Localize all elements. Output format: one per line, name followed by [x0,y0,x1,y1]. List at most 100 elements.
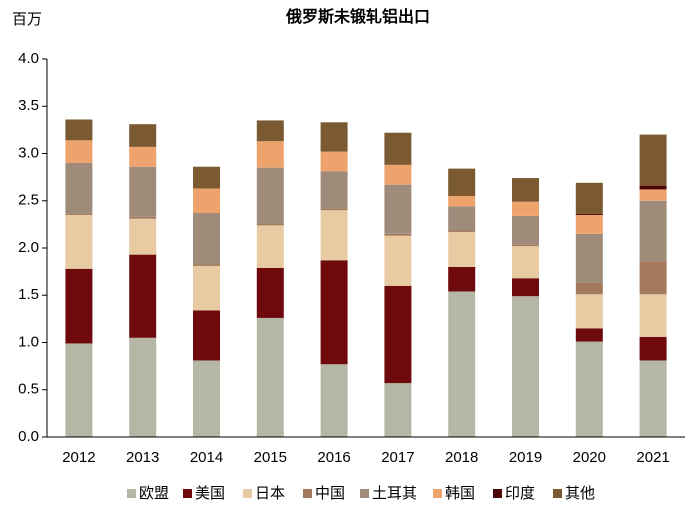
legend-swatch [243,489,252,498]
bar-segment [65,162,93,214]
x-tick-label: 2012 [62,449,95,466]
bar-segment [575,341,603,437]
bar-segment [512,244,539,247]
bar-segment [384,164,412,185]
bar-segment [256,267,284,318]
bar-segment [129,218,157,255]
legend-label: 土耳其 [372,485,417,502]
bar-segment [320,364,348,437]
y-axis-label: 百万 [12,11,42,28]
bar-segment [512,201,539,216]
y-tick-label: 2.5 [18,192,39,209]
x-tick-label: 2015 [254,449,287,466]
x-tick-label: 2020 [573,449,606,466]
bar-segment [320,260,348,365]
legend-label: 印度 [505,485,535,502]
bar-segment [129,337,157,437]
legend-label: 美国 [195,485,225,502]
bar-segment [448,168,476,197]
bar-segment [384,383,412,437]
bar-segment [65,119,93,141]
y-tick-label: 1.0 [18,333,39,350]
legend-swatch [493,489,502,498]
bar-segment [384,233,412,236]
legend-swatch [127,489,136,498]
bar-segment [129,166,157,217]
legend-swatch [553,489,562,498]
bar-segment [512,278,539,297]
legend-label: 中国 [315,485,345,502]
bar-segment [639,200,667,262]
legend-label: 日本 [255,485,285,502]
x-tick-label: 2021 [636,449,669,466]
bar-segment [575,213,603,215]
y-tick-label: 3.0 [18,144,39,161]
x-tick-label: 2017 [381,449,414,466]
bar-segment [320,171,348,209]
chart-title: 俄罗斯未锻轧铝出口 [285,7,430,26]
bar-segment [320,208,348,211]
bar-segment [65,140,93,163]
bar-segment [575,233,603,283]
bar-segment [512,296,539,437]
bar-segment [448,291,476,437]
x-tick-label: 2019 [509,449,542,466]
x-tick-label: 2014 [190,449,223,466]
legend-label: 韩国 [445,485,475,502]
x-tick-label: 2013 [126,449,159,466]
bar-segment [256,120,284,142]
bar-segment [193,213,220,265]
bar-segment [575,182,603,214]
bar-segment [193,264,220,266]
bar-segment [512,215,539,245]
bar-segment [320,122,348,152]
bar-segment [448,206,476,231]
bar-segment [256,225,284,268]
bar-segment [320,210,348,261]
legend-swatch [303,489,312,498]
bar-segment [65,213,93,215]
bar-segment [256,167,284,224]
bar-segment [193,188,220,214]
x-tick-label: 2016 [317,449,350,466]
bar-segment [384,235,412,286]
y-tick-label: 4.0 [18,50,39,67]
bar-segment [129,146,157,167]
bar-segment [320,151,348,172]
bar-segment [65,268,93,344]
bar-segment [639,185,667,190]
bar-segment [639,360,667,437]
bar-segment [256,223,284,226]
bar-segment [575,214,603,234]
y-tick-label: 2.0 [18,239,39,256]
bar-segment [512,178,539,202]
legend-swatch [360,489,369,498]
bar-segment [448,266,476,292]
bar-segment [639,189,667,201]
bar-segment [129,124,157,147]
legend-label: 欧盟 [139,485,169,502]
bar-segment [575,328,603,342]
y-tick-label: 0.5 [18,381,39,398]
bar-segment [448,231,476,267]
bar-segment [193,265,220,311]
bar-segment [256,141,284,168]
bar-segment [193,310,220,361]
bar-segment [575,282,603,295]
y-tick-label: 3.5 [18,97,39,114]
bar-segment [193,360,220,437]
legend-label: 其他 [565,485,595,502]
y-tick-label: 0.0 [18,428,39,445]
bar-segment [639,336,667,361]
y-tick-label: 1.5 [18,286,39,303]
bar-segment [639,261,667,295]
bar-segment [65,214,93,269]
bar-segment [448,230,476,232]
bar-segment [256,317,284,437]
legend-swatch [433,489,442,498]
bar-segment [384,184,412,234]
bar-segment [575,294,603,329]
bar-segment [129,216,157,219]
legend-swatch [183,489,192,498]
bar-segment [384,132,412,165]
